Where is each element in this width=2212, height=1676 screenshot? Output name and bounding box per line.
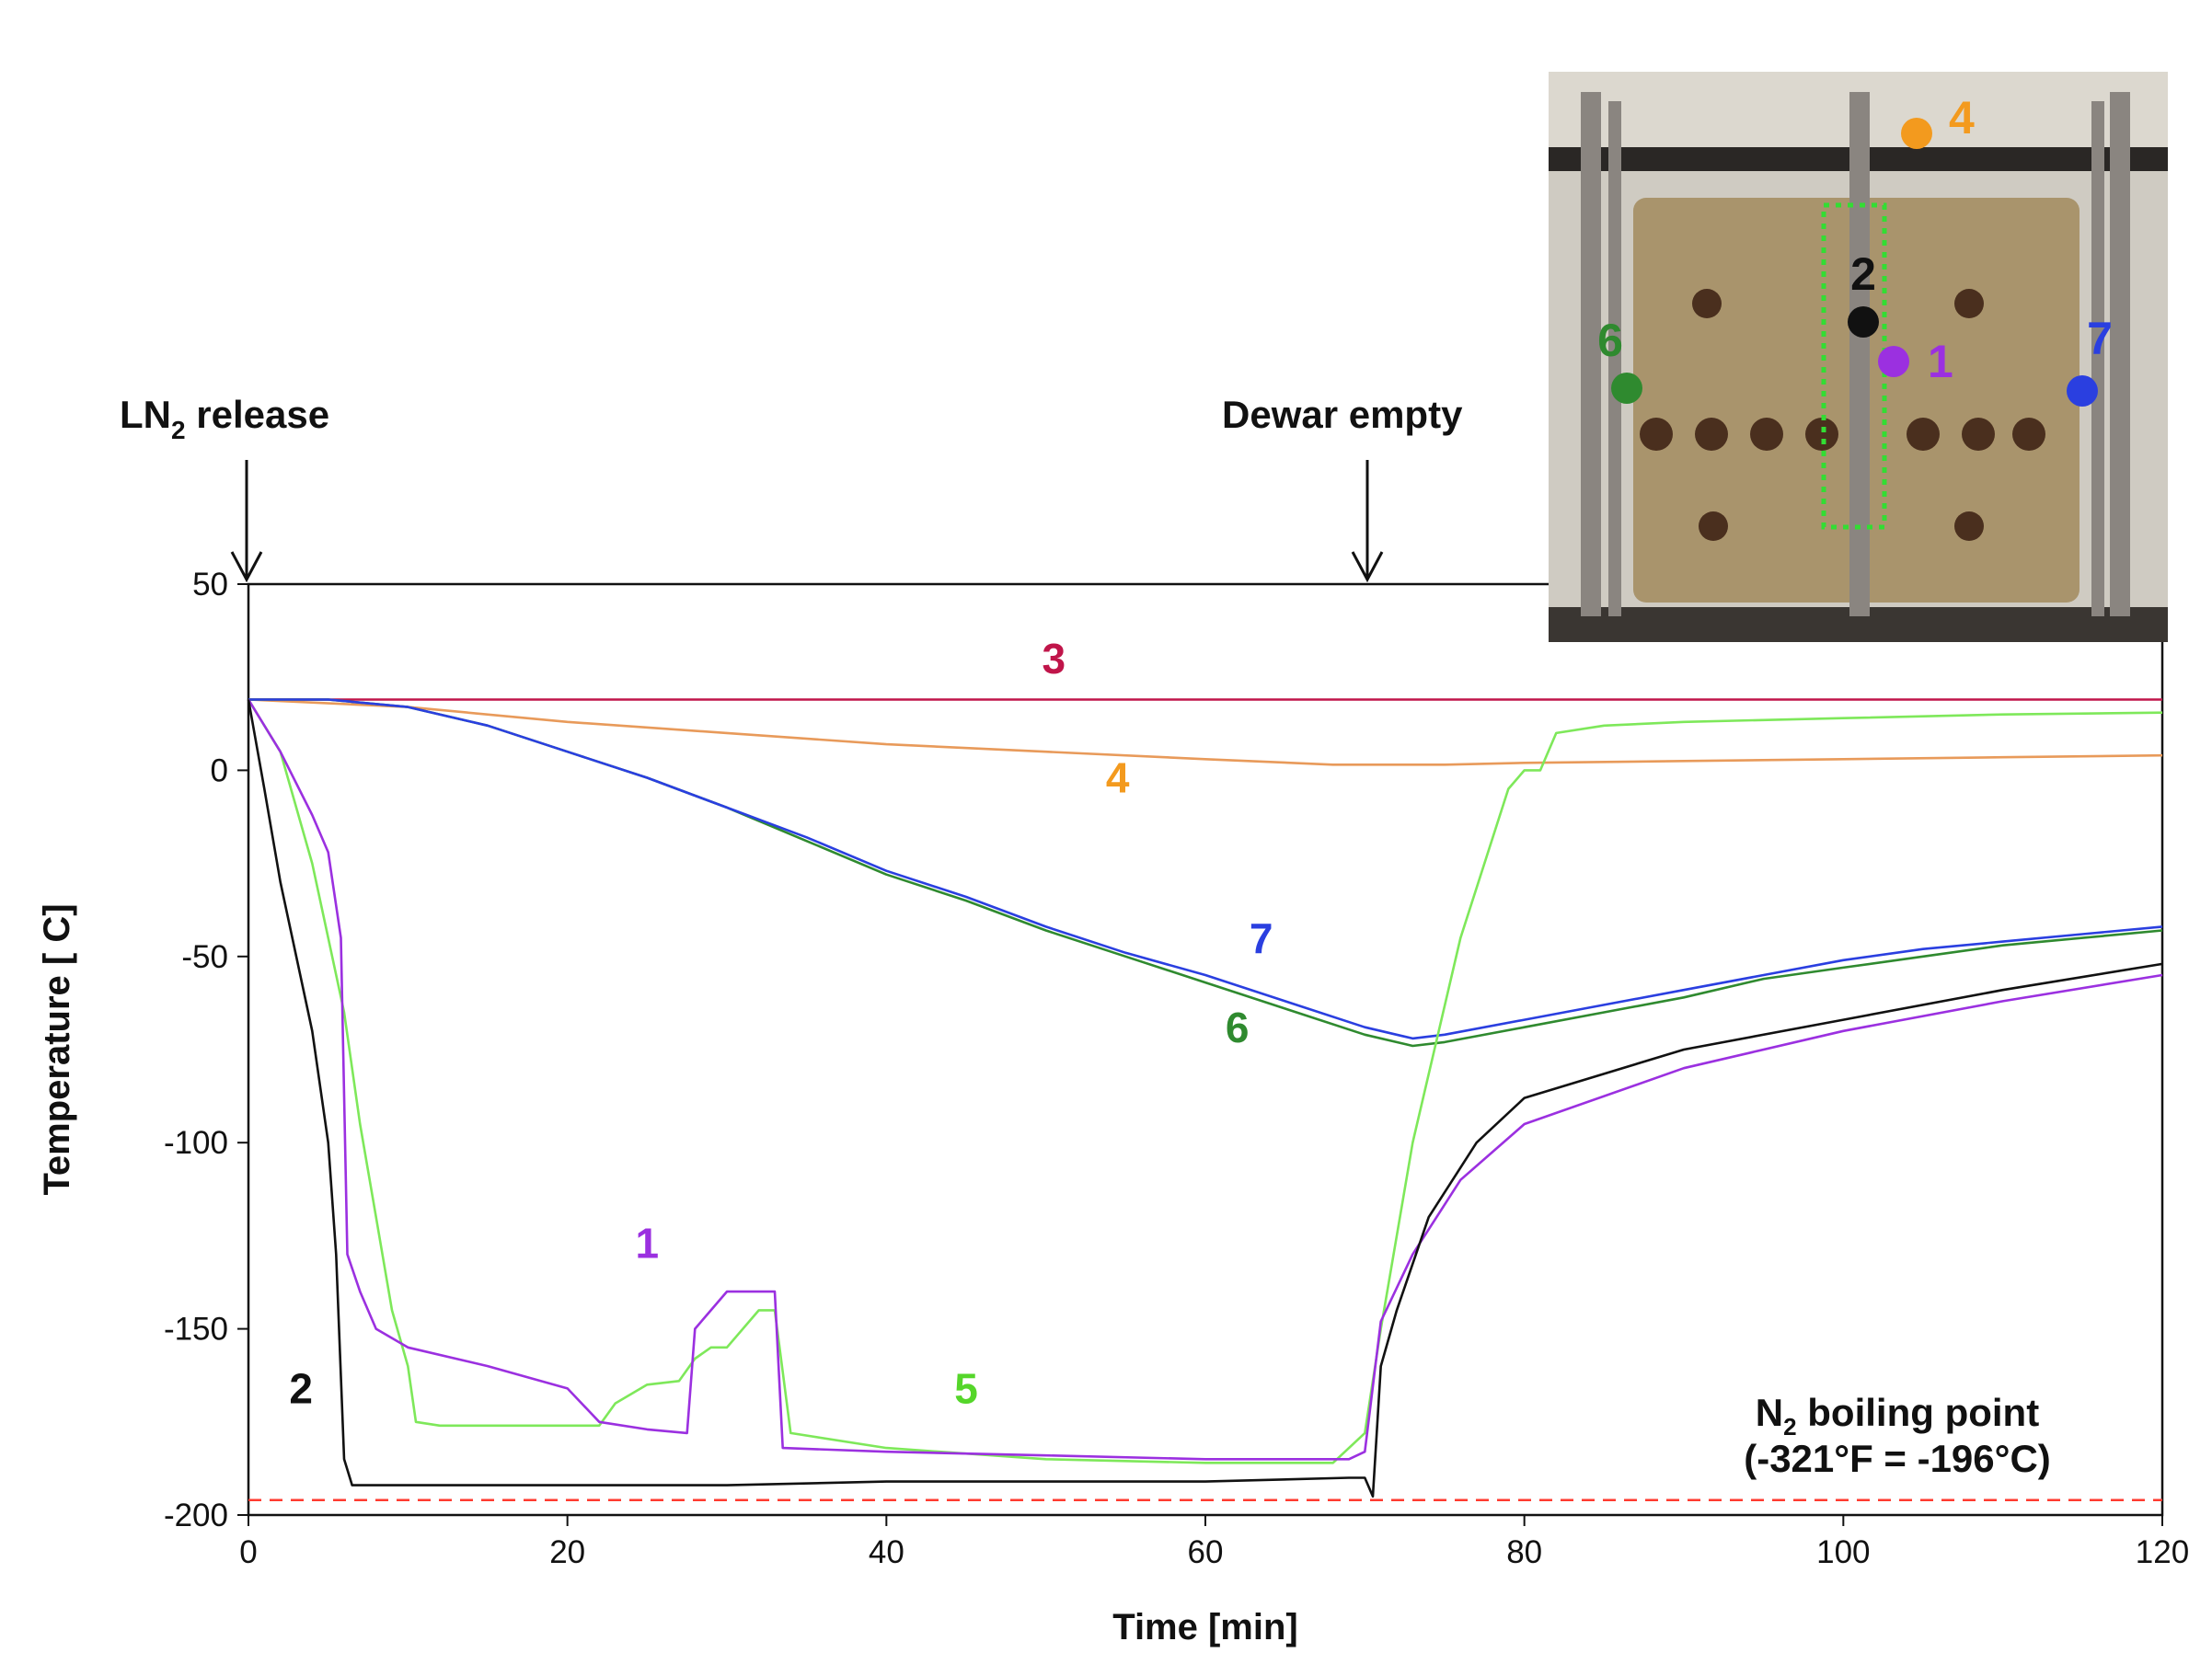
series-label-7: 7 <box>1250 914 1273 962</box>
y-tick-label: 0 <box>211 752 228 788</box>
x-axis-title: Time [min] <box>1112 1607 1298 1647</box>
ln2-release-arrow <box>230 460 263 583</box>
series-label-1: 1 <box>636 1220 660 1268</box>
x-tick-label: 80 <box>1506 1534 1542 1570</box>
series-line-6 <box>248 698 2163 1048</box>
series-label-4: 4 <box>1106 754 1130 802</box>
x-tick-label: 40 <box>869 1534 904 1570</box>
series-label-2: 2 <box>289 1365 313 1413</box>
y-tick-label: -100 <box>164 1125 228 1161</box>
sensor-dot-4 <box>1901 118 1932 149</box>
series-lines <box>247 698 2163 1498</box>
sensor-dot-7 <box>2067 375 2098 407</box>
ln2-release-post: release <box>186 393 329 436</box>
ln2-release-pre: LN <box>120 393 171 436</box>
series-line-7 <box>248 698 2163 1040</box>
dewar-empty-label: Dewar empty <box>1222 393 1463 436</box>
sensor-dot-6 <box>1611 373 1642 404</box>
plot-area <box>247 582 2164 1517</box>
ln2-release-label: LN2 release <box>120 393 329 444</box>
sensor-label-4: 4 <box>1949 92 1975 143</box>
sensor-label-7: 7 <box>2087 313 2113 364</box>
boiling-post: boiling point <box>1797 1391 2040 1434</box>
specimen-holes <box>1640 289 2045 541</box>
specimen-photo-inset: 1 2 4 6 7 <box>1549 72 2168 642</box>
sensor-dot-2 <box>1848 306 1879 338</box>
series-label-5: 5 <box>954 1365 978 1413</box>
boiling-point-label: N2 boiling point <box>1756 1391 2039 1441</box>
y-tick-label: 50 <box>192 567 228 603</box>
x-tick-label: 120 <box>2136 1534 2189 1570</box>
y-tick-label: -50 <box>181 939 228 975</box>
series-label-3: 3 <box>1043 635 1066 683</box>
series-line-1 <box>247 698 2163 1461</box>
dewar-empty-arrow <box>1351 460 1384 583</box>
boiling-sub: 2 <box>1783 1413 1796 1441</box>
sensor-markers: 1 2 4 6 7 <box>1597 92 2113 407</box>
series-line-4 <box>248 698 2163 766</box>
y-tick-label: -150 <box>164 1312 228 1348</box>
x-tick-label: 100 <box>1816 1534 1870 1570</box>
boiling-point-value: (-321°F = -196°C) <box>1744 1437 2051 1480</box>
x-tick-label: 60 <box>1188 1534 1224 1570</box>
series-line-5 <box>247 698 2163 1464</box>
sensor-label-1: 1 <box>1928 336 1953 387</box>
x-tick-label: 0 <box>239 1534 257 1570</box>
y-tick-label: -200 <box>164 1498 228 1533</box>
photo-rods <box>1581 92 2130 616</box>
y-axis-title: Temperature [ C] <box>37 903 77 1195</box>
series-label-6: 6 <box>1226 1004 1250 1051</box>
x-tick-label: 20 <box>549 1534 585 1570</box>
axis-ticks: 0 20 40 60 80 100 120 50 0 -50 -100 -150 -200 <box>164 567 2189 1570</box>
series-labels: 1 2 3 4 5 67 <box>289 635 1273 1412</box>
boiling-pre: N <box>1756 1391 1783 1434</box>
ln2-release-sub: 2 <box>171 416 186 444</box>
sensor-label-2: 2 <box>1850 248 1876 300</box>
sensor-label-6: 6 <box>1597 315 1623 366</box>
series-line-2 <box>247 699 2163 1498</box>
sensor-dot-1 <box>1878 346 1909 377</box>
